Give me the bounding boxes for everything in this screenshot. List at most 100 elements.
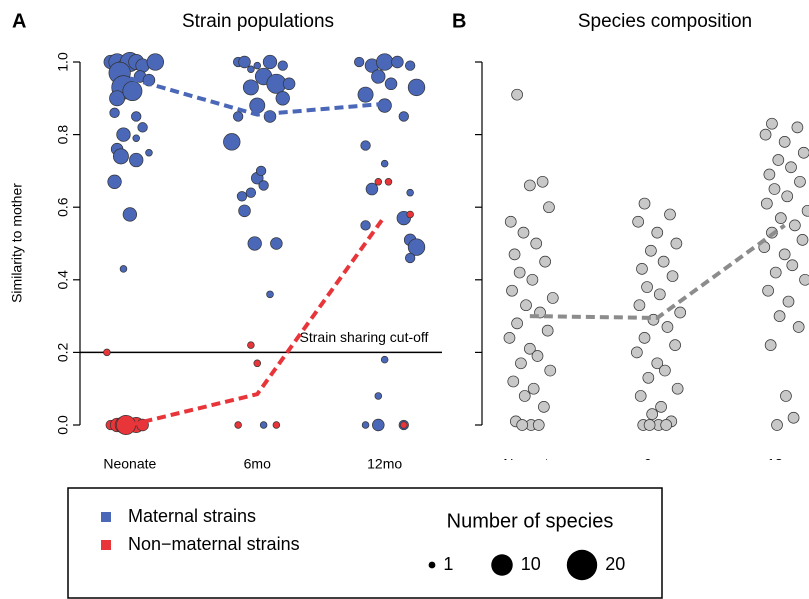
point bbox=[253, 359, 262, 368]
x-tick-label: 6mo bbox=[644, 456, 671, 472]
point bbox=[223, 133, 241, 151]
point bbox=[131, 111, 142, 122]
annotation: Strain sharing cut-off bbox=[300, 329, 429, 345]
point bbox=[513, 266, 526, 279]
point bbox=[365, 182, 379, 196]
chart-title: Species composition bbox=[578, 11, 752, 32]
point bbox=[132, 134, 140, 142]
point bbox=[633, 299, 646, 312]
point bbox=[262, 54, 278, 70]
point bbox=[666, 270, 679, 283]
point bbox=[375, 53, 394, 71]
point bbox=[546, 292, 559, 304]
panel-group: Neonate 6mo 12mo bbox=[503, 88, 809, 472]
point bbox=[238, 55, 251, 69]
point bbox=[760, 197, 773, 210]
point bbox=[511, 88, 523, 101]
point bbox=[645, 244, 657, 257]
point bbox=[763, 168, 776, 181]
point bbox=[508, 248, 521, 261]
point bbox=[107, 174, 122, 189]
point bbox=[380, 159, 389, 168]
legend-swatch bbox=[101, 540, 111, 550]
point bbox=[259, 421, 268, 429]
point bbox=[653, 288, 666, 301]
mean-line bbox=[129, 215, 387, 427]
point bbox=[372, 418, 385, 432]
point bbox=[646, 408, 659, 420]
mean-line bbox=[129, 76, 385, 117]
point bbox=[360, 140, 371, 151]
point bbox=[404, 252, 416, 264]
point bbox=[247, 65, 255, 74]
point bbox=[232, 111, 244, 122]
point bbox=[380, 355, 389, 364]
point bbox=[234, 421, 242, 429]
point bbox=[651, 226, 664, 239]
point bbox=[517, 226, 530, 239]
point bbox=[771, 419, 783, 431]
point bbox=[391, 55, 404, 69]
point bbox=[103, 348, 111, 357]
point bbox=[258, 180, 269, 191]
y-tick-label: 0.6 bbox=[55, 197, 71, 217]
chart-title: Strain populations bbox=[182, 11, 334, 32]
point bbox=[768, 183, 781, 195]
point bbox=[527, 382, 540, 395]
x-tick-label: 6mo bbox=[244, 456, 271, 472]
point bbox=[407, 78, 426, 97]
legend-label: Non−maternal strains bbox=[128, 534, 300, 554]
panel-label: A bbox=[12, 10, 26, 32]
point bbox=[791, 121, 804, 134]
legend-swatch bbox=[101, 512, 111, 522]
point bbox=[282, 77, 296, 91]
point bbox=[778, 136, 791, 148]
point bbox=[538, 401, 550, 413]
point bbox=[532, 419, 545, 431]
point bbox=[774, 212, 787, 224]
point bbox=[360, 220, 371, 231]
point bbox=[384, 77, 398, 91]
point bbox=[651, 357, 664, 370]
x-tick-label: Neonate bbox=[103, 456, 156, 472]
point bbox=[660, 419, 673, 431]
point bbox=[524, 179, 536, 192]
point bbox=[270, 237, 283, 250]
point bbox=[669, 339, 681, 351]
point bbox=[361, 421, 370, 429]
point bbox=[773, 310, 786, 322]
point bbox=[764, 339, 777, 351]
x-tick-label: 12mo bbox=[367, 456, 402, 472]
point bbox=[787, 411, 800, 424]
point bbox=[541, 324, 554, 337]
point bbox=[786, 259, 799, 272]
point bbox=[544, 364, 557, 377]
point bbox=[506, 284, 518, 297]
point bbox=[643, 419, 656, 431]
point bbox=[671, 382, 684, 395]
point bbox=[766, 117, 778, 130]
point bbox=[384, 178, 393, 186]
y-axis-label: Similarity to mother bbox=[9, 183, 25, 303]
y-tick-label: 0.0 bbox=[55, 415, 71, 435]
point bbox=[354, 56, 365, 68]
point bbox=[400, 421, 408, 429]
x-tick-label: 12mo bbox=[767, 456, 802, 472]
mean-line bbox=[529, 223, 786, 320]
legend-box bbox=[67, 487, 663, 599]
point bbox=[543, 201, 555, 214]
point bbox=[119, 265, 128, 273]
point bbox=[407, 238, 426, 256]
size-legend-label: 10 bbox=[521, 554, 541, 574]
size-legend-marker bbox=[566, 549, 598, 581]
y-tick-label: 1.0 bbox=[55, 52, 71, 72]
point bbox=[137, 122, 148, 133]
point bbox=[247, 236, 262, 251]
point bbox=[253, 61, 262, 70]
point bbox=[109, 90, 126, 107]
point bbox=[801, 204, 809, 217]
point bbox=[785, 161, 797, 174]
point bbox=[357, 86, 374, 103]
point bbox=[515, 357, 527, 370]
